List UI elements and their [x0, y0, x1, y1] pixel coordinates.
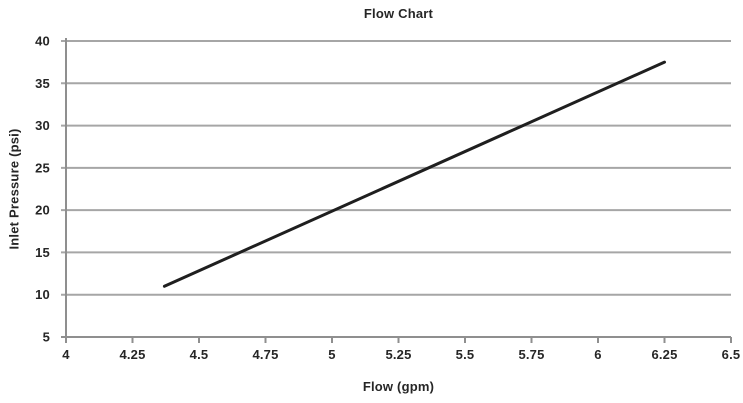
y-tick-label: 15 — [35, 245, 50, 260]
x-tick-label: 4.5 — [190, 347, 209, 362]
x-axis-label: Flow (gpm) — [362, 379, 435, 394]
x-tick-label: 6.25 — [651, 347, 677, 362]
x-tick-label: 5.25 — [385, 347, 411, 362]
y-tick-label: 5 — [43, 330, 50, 345]
x-tick-label: 5 — [328, 347, 335, 362]
y-tick-label: 20 — [35, 203, 50, 218]
y-tick-label: 40 — [35, 34, 50, 49]
chart-title: Flow Chart — [363, 6, 434, 21]
y-tick-label: 25 — [35, 160, 50, 175]
x-tick-label: 6.5 — [722, 347, 741, 362]
x-tick-label: 6 — [594, 347, 601, 362]
x-tick-label: 5.75 — [518, 347, 544, 362]
x-tick-label: 5.5 — [456, 347, 475, 362]
x-tick-label: 4.75 — [252, 347, 278, 362]
y-tick-label: 30 — [35, 118, 50, 133]
y-tick-label: 10 — [35, 287, 50, 302]
x-tick-label: 4 — [62, 347, 70, 362]
x-tick-label: 4.25 — [119, 347, 145, 362]
data-line — [162, 60, 666, 288]
y-tick-label: 35 — [35, 76, 50, 91]
